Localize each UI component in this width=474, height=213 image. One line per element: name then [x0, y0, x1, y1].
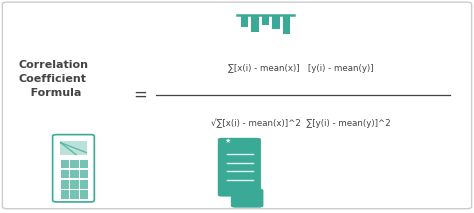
Bar [61, 170, 69, 178]
Bar [80, 190, 88, 199]
Bar [80, 160, 88, 168]
Bar [60, 141, 87, 155]
Bar [70, 190, 79, 199]
Bar [262, 15, 269, 25]
FancyBboxPatch shape [2, 2, 472, 209]
Bar [283, 15, 290, 34]
Bar [70, 170, 79, 178]
Text: √∑[x(i) - mean(x)]^2  ∑[y(i) - mean(y)]^2: √∑[x(i) - mean(x)]^2 ∑[y(i) - mean(y)]^2 [211, 119, 391, 128]
Bar [241, 15, 248, 27]
Bar [70, 180, 79, 189]
Text: =: = [133, 86, 147, 104]
Bar [70, 160, 79, 168]
Bar [61, 190, 69, 199]
Text: ★: ★ [224, 138, 230, 144]
Bar [80, 180, 88, 189]
Bar [272, 15, 280, 29]
FancyBboxPatch shape [218, 138, 261, 197]
FancyBboxPatch shape [231, 189, 264, 208]
Bar [80, 170, 88, 178]
Bar [61, 160, 69, 168]
FancyBboxPatch shape [53, 135, 94, 202]
Text: Correlation
Coefficient
   Formula: Correlation Coefficient Formula [19, 60, 89, 98]
Bar [61, 180, 69, 189]
Text: ∑[x(i) - mean(x)]   [y(i) - mean(y)]: ∑[x(i) - mean(x)] [y(i) - mean(y)] [228, 64, 374, 73]
Bar [251, 15, 259, 32]
